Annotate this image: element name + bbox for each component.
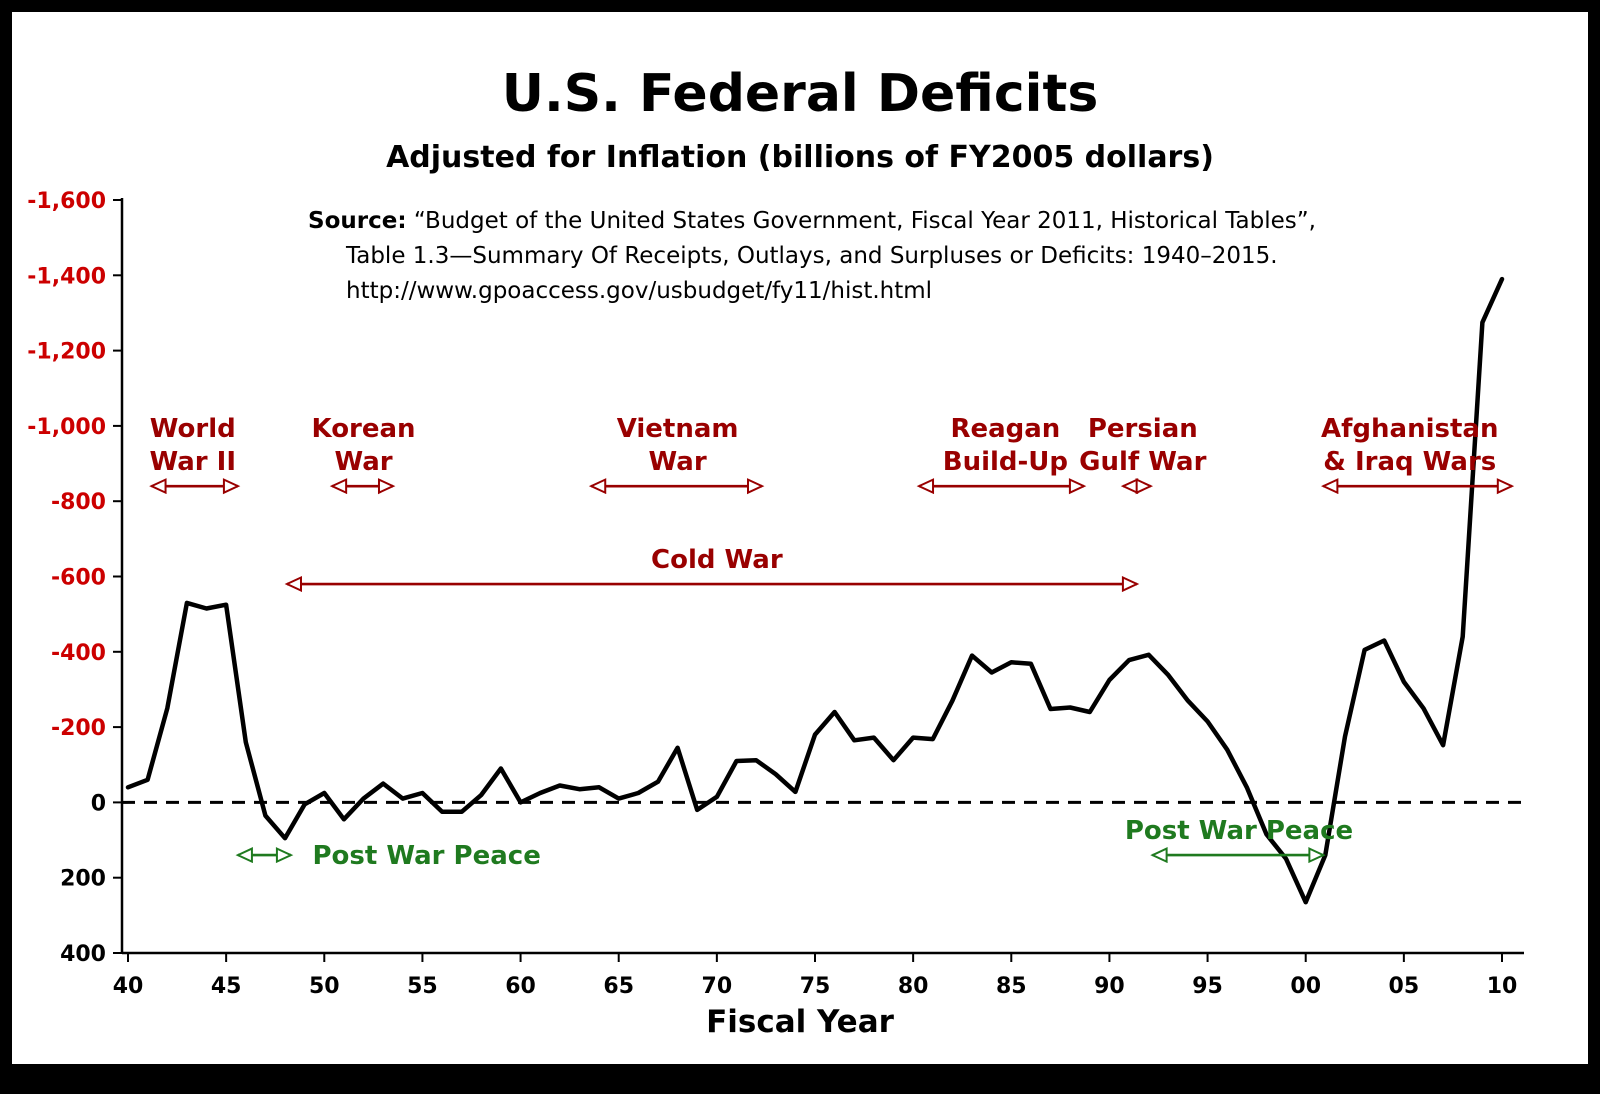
source-line: Source: “Budget of the United States Gov… [308, 204, 1316, 239]
afghanistan-iraq-wars-label: & Iraq Wars [1323, 447, 1496, 477]
y-tick-label: 400 [60, 942, 106, 967]
x-tick-label: 90 [1094, 974, 1125, 999]
vietnam-war-label: Vietnam [617, 414, 739, 444]
x-tick-label: 75 [800, 974, 831, 999]
y-tick-label: -400 [51, 641, 106, 666]
y-tick-label: -200 [51, 716, 106, 741]
y-tick-label: -1,000 [27, 415, 106, 440]
x-tick-label: 80 [898, 974, 929, 999]
source-note: Source: “Budget of the United States Gov… [308, 204, 1316, 309]
y-tick-label: -1,400 [27, 264, 106, 289]
reagan-build-up-label: Reagan [950, 414, 1060, 444]
source-line: Table 1.3—Summary Of Receipts, Outlays, … [308, 239, 1316, 274]
plot-background [12, 12, 1588, 1064]
source-line-2: Table 1.3—Summary Of Receipts, Outlays, … [346, 243, 1278, 269]
x-tick-label: 65 [603, 974, 634, 999]
cold-war-label: Cold War [651, 545, 783, 575]
chart-subtitle: Adjusted for Inflation (billions of FY20… [386, 140, 1214, 175]
x-tick-label: 10 [1487, 974, 1518, 999]
x-tick-label: 05 [1389, 974, 1420, 999]
korean-war-label: War [334, 447, 392, 477]
y-tick-label: -800 [51, 490, 106, 515]
x-tick-label: 50 [309, 974, 340, 999]
source-line: http://www.gpoaccess.gov/usbudget/fy11/h… [308, 274, 1316, 309]
post-war-peace-1-label: Post War Peace [313, 841, 541, 871]
y-tick-label: -1,600 [27, 189, 106, 214]
x-tick-label: 60 [505, 974, 536, 999]
reagan-build-up-label: Build-Up [943, 447, 1068, 477]
world-war-2-label: War II [150, 447, 237, 477]
korean-war-label: Korean [312, 414, 416, 444]
deficit-line [125, 276, 1505, 905]
x-tick-label: 70 [702, 974, 733, 999]
post-war-peace-2-label: Post War Peace [1125, 816, 1353, 846]
x-tick-label: 95 [1192, 974, 1223, 999]
source-line-1: “Budget of the United States Government,… [413, 208, 1316, 234]
y-tick-label: -600 [51, 566, 106, 591]
y-tick-label: -1,200 [27, 340, 106, 365]
chart-title: U.S. Federal Deficits [501, 64, 1099, 124]
vietnam-war-label: War [649, 447, 707, 477]
source-label: Source: [308, 208, 407, 234]
x-tick-label: 45 [211, 974, 242, 999]
persian-gulf-war-label: Gulf War [1079, 447, 1206, 477]
persian-gulf-war-label: Persian [1088, 414, 1198, 444]
x-tick-label: 85 [996, 974, 1027, 999]
afghanistan-iraq-wars-label: Afghanistan [1321, 414, 1498, 444]
world-war-2-label: World [150, 414, 236, 444]
x-tick-label: 00 [1290, 974, 1321, 999]
y-tick-label: 0 [91, 791, 106, 816]
x-tick-label: 55 [407, 974, 438, 999]
x-tick-label: 40 [113, 974, 144, 999]
y-tick-label: 200 [60, 867, 106, 892]
x-axis-title: Fiscal Year [706, 1004, 894, 1040]
source-line-3: http://www.gpoaccess.gov/usbudget/fy11/h… [346, 278, 933, 304]
